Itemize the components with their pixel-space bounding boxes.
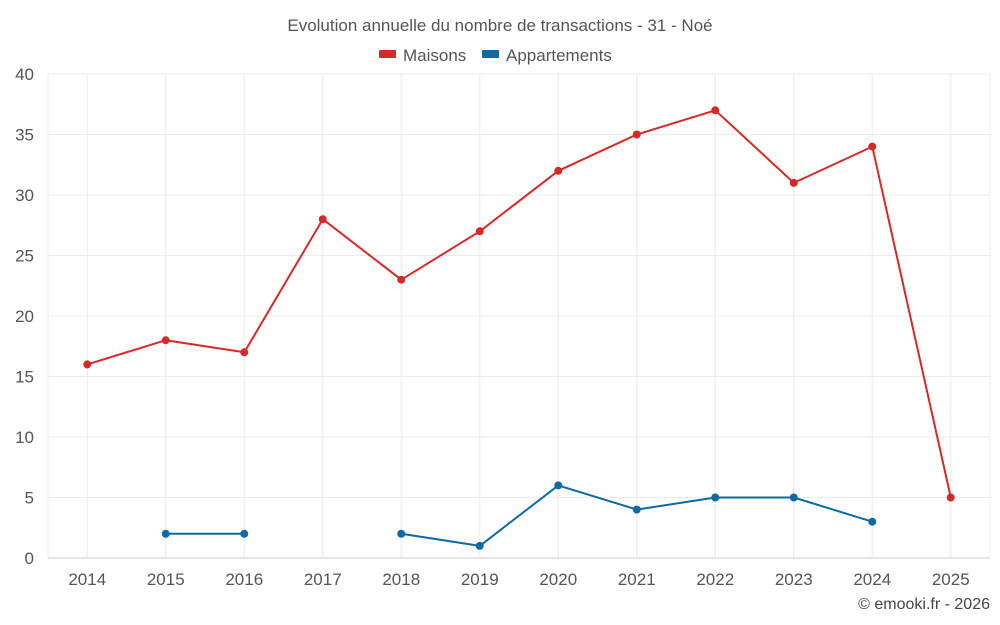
x-tick-label: 2021 xyxy=(618,570,656,589)
series xyxy=(83,106,955,550)
data-point-maisons[interactable] xyxy=(240,348,249,357)
x-tick-label: 2018 xyxy=(382,570,420,589)
data-point-appartements[interactable] xyxy=(868,517,877,526)
y-tick-label: 40 xyxy=(15,65,34,84)
x-tick-label: 2016 xyxy=(225,570,263,589)
legend-label-appartements[interactable]: Appartements xyxy=(506,46,612,65)
data-point-appartements[interactable] xyxy=(397,529,406,538)
data-point-appartements[interactable] xyxy=(161,529,170,538)
data-point-maisons[interactable] xyxy=(161,336,170,345)
data-point-maisons[interactable] xyxy=(475,227,484,236)
data-point-maisons[interactable] xyxy=(318,215,327,224)
y-tick-label: 5 xyxy=(25,489,34,508)
data-point-maisons[interactable] xyxy=(946,493,955,502)
x-tick-label: 2023 xyxy=(775,570,813,589)
x-tick-label: 2017 xyxy=(304,570,342,589)
credit-text: © emooki.fr - 2026 xyxy=(858,596,990,613)
y-tick-label: 25 xyxy=(15,247,34,266)
data-point-maisons[interactable] xyxy=(83,360,92,369)
x-tick-label: 2015 xyxy=(147,570,185,589)
y-tick-label: 0 xyxy=(25,549,34,568)
y-tick-label: 30 xyxy=(15,186,34,205)
x-tick-label: 2024 xyxy=(853,570,891,589)
x-tick-label: 2014 xyxy=(68,570,106,589)
series-line-maisons xyxy=(87,109,952,498)
y-tick-label: 10 xyxy=(15,428,34,447)
data-point-appartements[interactable] xyxy=(475,541,484,550)
x-tick-label: 2019 xyxy=(461,570,499,589)
legend: Maisons Appartements xyxy=(379,46,612,65)
y-tick-label: 15 xyxy=(15,368,34,387)
x-tick-label: 2020 xyxy=(539,570,577,589)
y-tick-label: 20 xyxy=(15,307,34,326)
data-point-appartements[interactable] xyxy=(632,505,641,514)
data-point-appartements[interactable] xyxy=(789,493,798,502)
data-point-appartements[interactable] xyxy=(554,481,563,490)
data-point-maisons[interactable] xyxy=(397,275,406,284)
x-tick-label: 2022 xyxy=(696,570,734,589)
x-tick-label: 2025 xyxy=(932,570,970,589)
data-point-appartements[interactable] xyxy=(240,529,249,538)
grid xyxy=(47,73,991,558)
legend-swatch-appartements[interactable] xyxy=(482,50,499,58)
data-point-maisons[interactable] xyxy=(711,106,720,115)
data-point-maisons[interactable] xyxy=(632,130,641,139)
legend-label-maisons[interactable]: Maisons xyxy=(403,46,466,65)
data-point-appartements[interactable] xyxy=(711,493,720,502)
data-point-maisons[interactable] xyxy=(554,166,563,175)
chart-title: Evolution annuelle du nombre de transact… xyxy=(287,16,712,35)
y-tick-label: 35 xyxy=(15,126,34,145)
data-point-maisons[interactable] xyxy=(868,142,877,151)
legend-swatch-maisons[interactable] xyxy=(379,50,396,58)
data-point-maisons[interactable] xyxy=(789,178,798,187)
